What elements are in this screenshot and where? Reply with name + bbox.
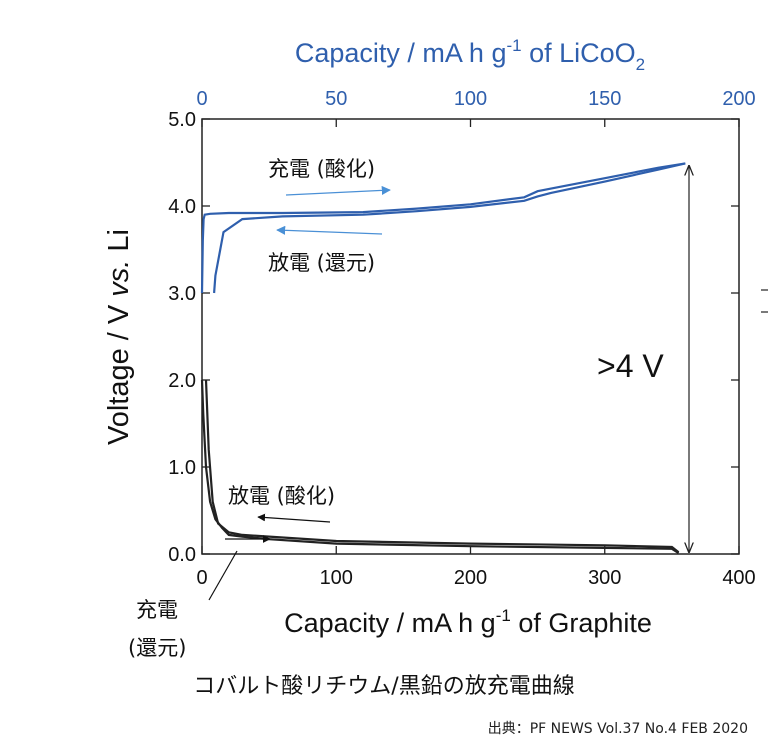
arrow-blue-charge [285, 185, 391, 196]
y-tick-label: 1.0 [168, 457, 196, 479]
bottom-axis-ticks: 0 100 200 300 400 [196, 546, 756, 589]
arrow-blue-discharge [276, 225, 383, 235]
top-axis-title: Capacity / mA h g-1 of LiCoO2 [295, 36, 645, 74]
bottom-tick-label: 100 [320, 567, 353, 589]
series-licoo2-discharge [213, 162, 686, 294]
bottom-tick-label: 200 [454, 567, 487, 589]
top-tick-label: 0 [196, 88, 207, 110]
y-tick-label: 4.0 [168, 196, 196, 218]
y-tick-label: 3.0 [168, 283, 196, 305]
annotation-blue-charge: 充電 (酸化) [268, 157, 375, 181]
chart: 0.0 1.0 2.0 3.0 4.0 5.0 0 50 100 150 200 0 100 200 3… [103, 36, 768, 660]
series-graphite-charge [200, 379, 680, 555]
arrow-black-discharge [257, 513, 331, 523]
bottom-tick-label: 300 [588, 567, 621, 589]
annotation-black-charge-line1: 充電 [136, 598, 178, 622]
bottom-tick-label: 0 [196, 567, 207, 589]
series-licoo2-charge [200, 162, 686, 294]
top-tick-label: 150 [588, 88, 621, 110]
voltage-gap-label: >4 V [597, 348, 664, 384]
y-axis-ticks: 0.0 1.0 2.0 3.0 4.0 5.0 [168, 109, 739, 566]
y-axis-title: Voltage / V vs. Li [103, 229, 135, 445]
figure-caption: コバルト酸リチウム/黒鉛の放充電曲線 [193, 674, 575, 699]
source-credit: 出典：PF NEWS Vol.37 No.4 FEB 2020 [487, 721, 748, 737]
annotation-blue-discharge: 放電 (還元) [268, 251, 375, 275]
y-tick-label: 2.0 [168, 370, 196, 392]
top-axis-ticks: 0 50 100 150 200 [196, 88, 756, 127]
top-tick-label: 100 [454, 88, 487, 110]
top-tick-label: 200 [722, 88, 755, 110]
bottom-axis-title: Capacity / mA h g-1 of Graphite [284, 606, 652, 638]
series-graphite-discharge [204, 379, 680, 554]
pointer-black-charge [208, 550, 238, 601]
y-tick-label: 5.0 [168, 109, 196, 131]
top-tick-label: 50 [325, 88, 347, 110]
y-tick-label: 0.0 [168, 544, 196, 566]
annotation-black-discharge: 放電 (酸化) [228, 484, 335, 508]
bottom-tick-label: 400 [722, 567, 755, 589]
annotation-black-charge-line2: (還元) [128, 636, 186, 660]
